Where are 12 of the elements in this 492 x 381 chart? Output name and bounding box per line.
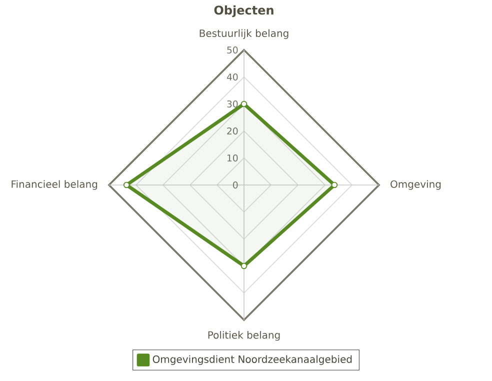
spoke-label: Omgeving [390, 180, 441, 190]
chart-title: Objecten [214, 5, 274, 18]
spoke-label: Politiek belang [208, 331, 280, 341]
y-tick-label: 40 [226, 73, 238, 81]
spoke-label: Bestuurlijk belang [200, 29, 288, 39]
spoke-label: Financieel belang [12, 180, 98, 190]
y-tick-label: 20 [227, 127, 238, 135]
y-tick-label: 50 [227, 46, 238, 54]
y-tick-label: 0 [233, 181, 238, 189]
legend-label: Omgevingsdient Noordzeekanaalgebied [152, 355, 352, 365]
y-tick-label: 30 [227, 100, 238, 108]
y-tick-label: 10 [228, 154, 238, 162]
